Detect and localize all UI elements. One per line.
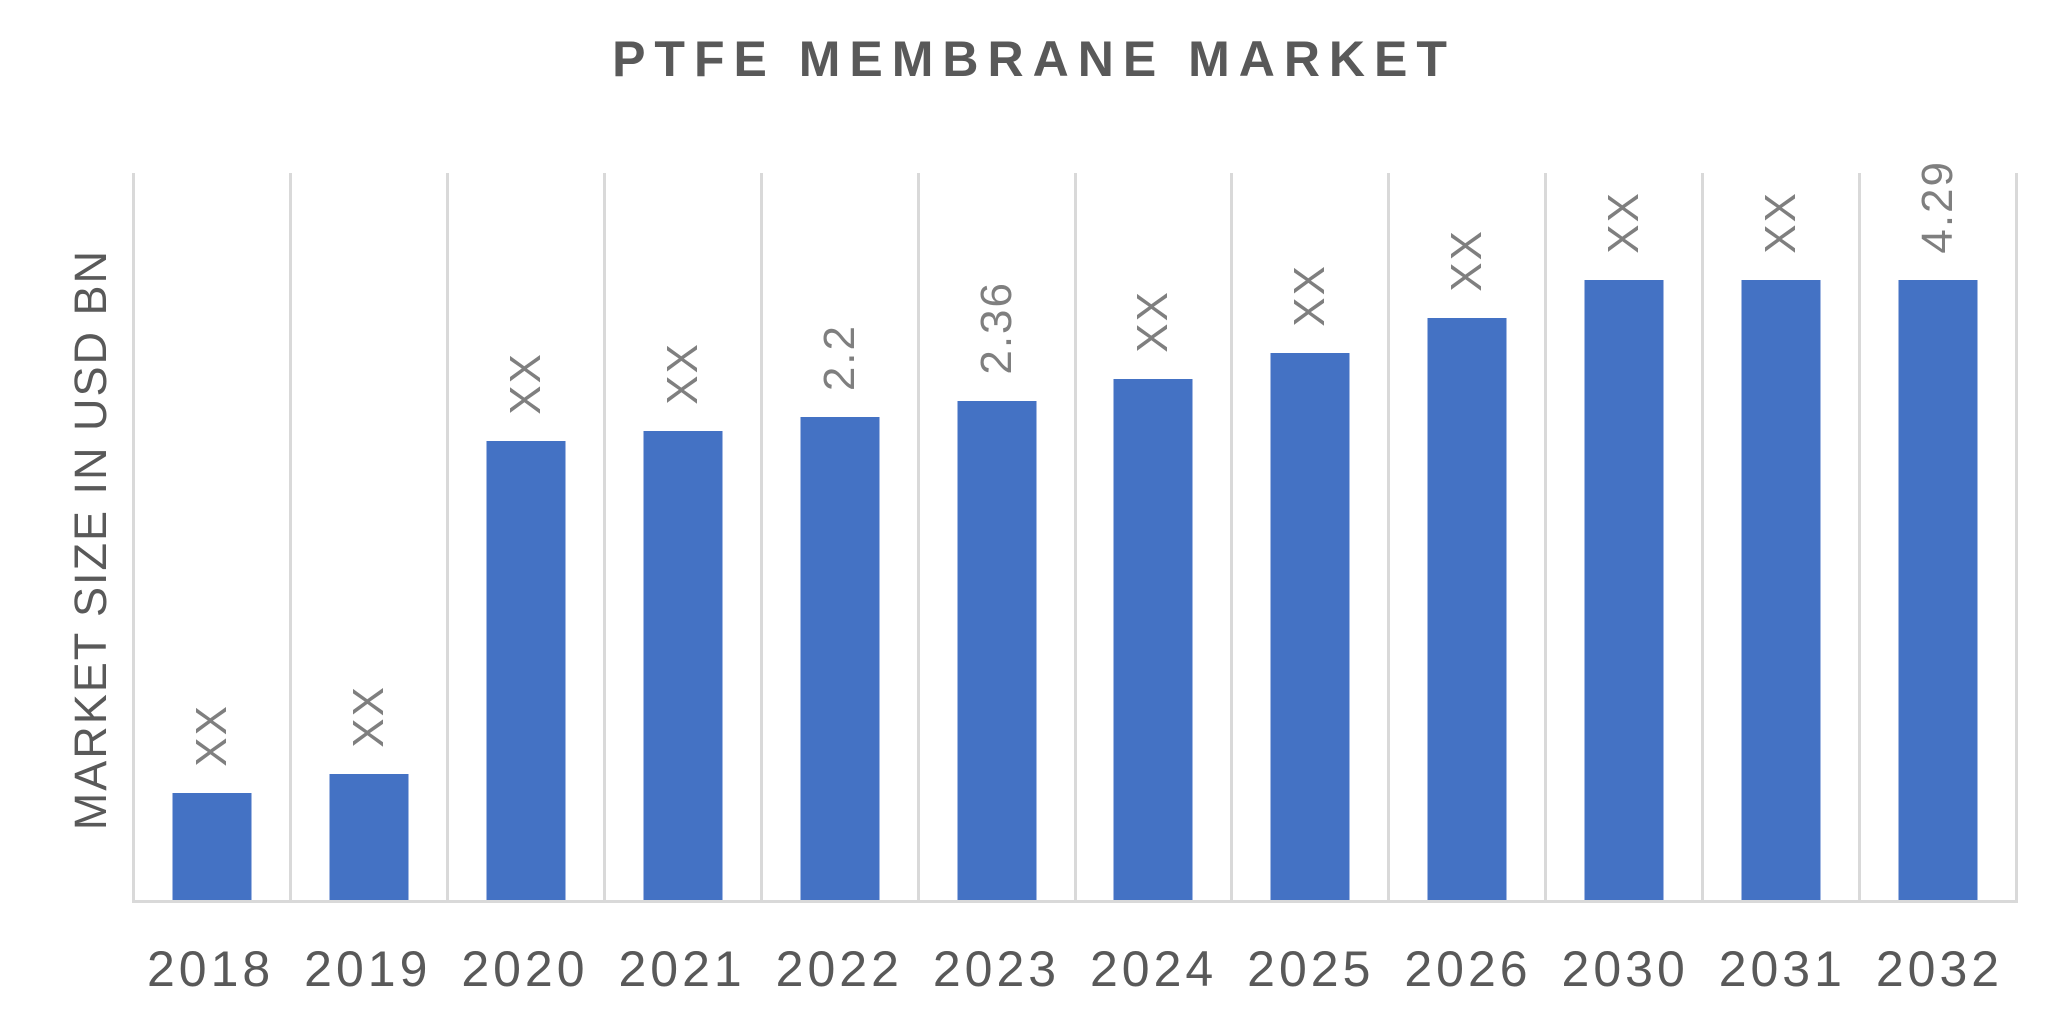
- bar-value-label: XX: [1599, 191, 1649, 254]
- x-axis-label: 2018: [146, 940, 275, 997]
- category-column: XX: [1701, 173, 1858, 900]
- x-axis-label: 2022: [775, 940, 903, 997]
- bar: [800, 417, 880, 900]
- bar: [1270, 353, 1350, 900]
- category-column: XX: [445, 173, 603, 900]
- category-column: XX: [288, 173, 446, 900]
- category-column: XX: [1073, 173, 1231, 900]
- bar-value-label: XX: [657, 342, 707, 405]
- bar: [643, 431, 723, 900]
- x-axis-label: 2019: [304, 940, 432, 997]
- category-column: XX: [132, 173, 289, 900]
- bar-value-label: 2.2: [814, 323, 864, 391]
- bar: [1584, 280, 1664, 900]
- category-column: 2.36: [916, 173, 1074, 900]
- category-column: XX: [1230, 173, 1387, 900]
- y-axis-title-text: MARKET SIZE IN USD BN: [65, 249, 116, 831]
- x-axis-label: 2032: [1875, 940, 2004, 997]
- bar-value-label: 2.36: [971, 281, 1021, 375]
- bar-value-label: XX: [1756, 191, 1806, 254]
- x-axis-labels: 2018 2019 2020 2021 2022 2023 2024 2025 2026 2030…: [132, 903, 2018, 1034]
- x-axis-label: 2026: [1404, 940, 1532, 997]
- y-axis-title: MARKET SIZE IN USD BN: [62, 210, 120, 870]
- bar: [1113, 379, 1193, 900]
- bar: [1427, 318, 1507, 900]
- bar: [1741, 280, 1821, 900]
- category-column: 4.29: [1858, 160, 2015, 900]
- bar: [486, 441, 566, 900]
- x-axis-label: 2023: [932, 940, 1061, 997]
- bar-value-label: XX: [1285, 264, 1335, 327]
- chart-title: PTFE MEMBRANE MARKET: [612, 31, 1456, 87]
- bar-value-label: XX: [186, 704, 236, 767]
- bar-value-label: XX: [500, 352, 550, 415]
- x-axis-label: 2024: [1090, 940, 1218, 997]
- x-axis-label: 2030: [1561, 940, 1689, 997]
- bar: [329, 774, 409, 900]
- category-column: 2.2: [759, 173, 917, 900]
- bar-value-label: XX: [1128, 290, 1178, 353]
- bar-value-label: XX: [1442, 229, 1492, 292]
- x-axis-label: 2025: [1247, 940, 1375, 997]
- category-column: XX: [1544, 173, 1701, 900]
- x-axis-label: 2031: [1718, 940, 1846, 997]
- category-column: XX: [602, 173, 760, 900]
- category-column: XX: [1387, 173, 1544, 900]
- x-axis-label: 2020: [461, 940, 589, 997]
- bar: [1898, 280, 1978, 900]
- x-axis-label: 2021: [618, 940, 746, 997]
- plot-area: XX XX XX XX 2.2 2.36 XX XX XX XX XX 4.29: [132, 160, 2018, 903]
- bar: [957, 401, 1037, 900]
- bar-value-label: XX: [343, 685, 393, 748]
- bar: [172, 793, 252, 900]
- bar-value-label: 4.29: [1913, 160, 1963, 254]
